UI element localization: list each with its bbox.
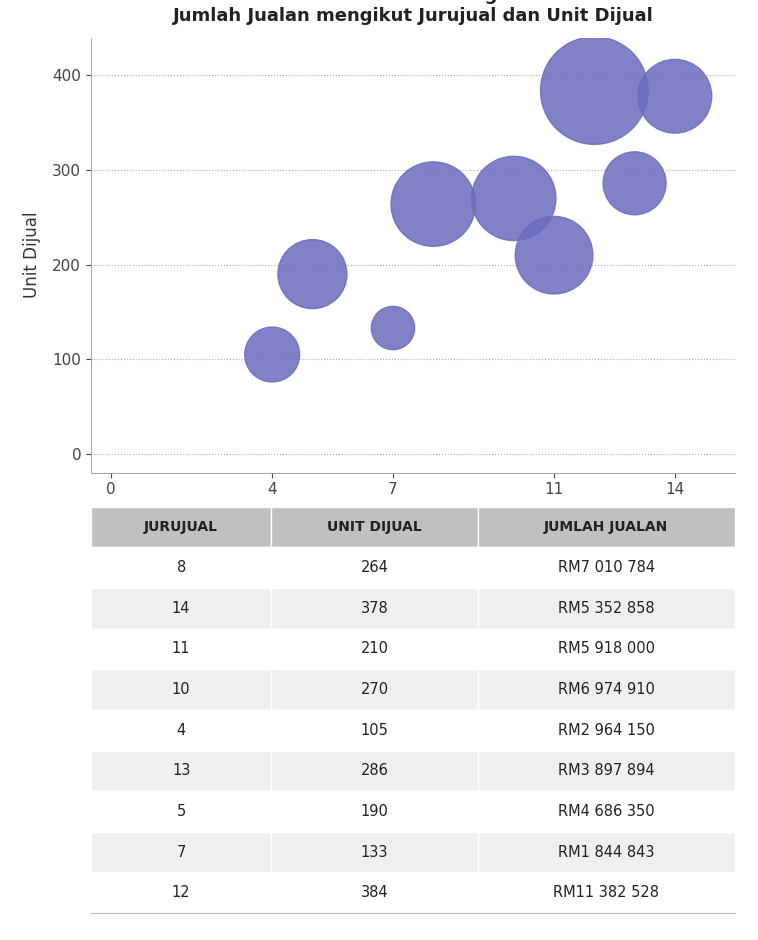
Text: 210: 210	[361, 641, 388, 656]
Text: 8: 8	[177, 560, 186, 575]
FancyBboxPatch shape	[478, 710, 735, 750]
Point	[387, 321, 399, 336]
FancyBboxPatch shape	[478, 832, 735, 872]
Text: 264: 264	[361, 560, 388, 575]
FancyBboxPatch shape	[91, 629, 271, 669]
FancyBboxPatch shape	[91, 669, 271, 710]
Text: RM2 964 150: RM2 964 150	[558, 723, 655, 738]
FancyBboxPatch shape	[271, 750, 478, 791]
Text: JURUJUAL: JURUJUAL	[144, 520, 218, 534]
Text: RM7 010 784: RM7 010 784	[558, 560, 655, 575]
Text: 12: 12	[172, 885, 190, 901]
Text: 4: 4	[177, 723, 186, 738]
FancyBboxPatch shape	[271, 507, 478, 547]
Point	[628, 176, 641, 191]
FancyBboxPatch shape	[271, 669, 478, 710]
FancyBboxPatch shape	[91, 710, 271, 750]
Text: 14: 14	[172, 601, 190, 616]
Text: 384: 384	[361, 885, 388, 901]
Text: RM5 352 858: RM5 352 858	[558, 601, 655, 616]
FancyBboxPatch shape	[478, 750, 735, 791]
Point	[428, 196, 440, 212]
FancyBboxPatch shape	[271, 791, 478, 832]
FancyBboxPatch shape	[271, 872, 478, 913]
Title: Carta Gelembung:
Jumlah Jualan mengikut Jurujual dan Unit Dijual: Carta Gelembung: Jumlah Jualan mengikut …	[173, 0, 653, 25]
FancyBboxPatch shape	[91, 872, 271, 913]
FancyBboxPatch shape	[478, 872, 735, 913]
Point	[508, 191, 520, 206]
FancyBboxPatch shape	[91, 507, 271, 547]
Text: 378: 378	[361, 601, 388, 616]
Text: RM1 844 843: RM1 844 843	[558, 845, 655, 859]
Text: 270: 270	[360, 682, 389, 697]
Point	[588, 83, 600, 98]
Text: RM5 918 000: RM5 918 000	[558, 641, 655, 656]
Text: 5: 5	[177, 804, 186, 819]
Point	[548, 247, 560, 262]
FancyBboxPatch shape	[478, 507, 735, 547]
FancyBboxPatch shape	[91, 547, 271, 588]
FancyBboxPatch shape	[271, 629, 478, 669]
Text: RM6 974 910: RM6 974 910	[558, 682, 655, 697]
Point	[669, 88, 681, 103]
Text: 11: 11	[172, 641, 190, 656]
Text: 13: 13	[172, 763, 190, 778]
Y-axis label: Unit Dijual: Unit Dijual	[23, 212, 41, 298]
FancyBboxPatch shape	[478, 791, 735, 832]
FancyBboxPatch shape	[271, 547, 478, 588]
X-axis label: Jurujual: Jurujual	[382, 509, 444, 526]
Text: 190: 190	[361, 804, 388, 819]
FancyBboxPatch shape	[91, 791, 271, 832]
FancyBboxPatch shape	[478, 547, 735, 588]
Text: 133: 133	[361, 845, 388, 859]
FancyBboxPatch shape	[271, 588, 478, 629]
Text: RM4 686 350: RM4 686 350	[558, 804, 655, 819]
Text: RM3 897 894: RM3 897 894	[558, 763, 655, 778]
Point	[266, 347, 278, 362]
FancyBboxPatch shape	[91, 832, 271, 872]
FancyBboxPatch shape	[91, 750, 271, 791]
Text: 286: 286	[361, 763, 388, 778]
FancyBboxPatch shape	[91, 588, 271, 629]
Text: RM11 382 528: RM11 382 528	[553, 885, 659, 901]
FancyBboxPatch shape	[478, 588, 735, 629]
Text: 7: 7	[177, 845, 186, 859]
Text: 105: 105	[361, 723, 388, 738]
FancyBboxPatch shape	[271, 832, 478, 872]
Text: UNIT DIJUAL: UNIT DIJUAL	[327, 520, 421, 534]
FancyBboxPatch shape	[271, 710, 478, 750]
FancyBboxPatch shape	[478, 629, 735, 669]
FancyBboxPatch shape	[478, 669, 735, 710]
Point	[306, 267, 318, 282]
Text: JUMLAH JUALAN: JUMLAH JUALAN	[544, 520, 669, 534]
Text: 10: 10	[172, 682, 190, 697]
